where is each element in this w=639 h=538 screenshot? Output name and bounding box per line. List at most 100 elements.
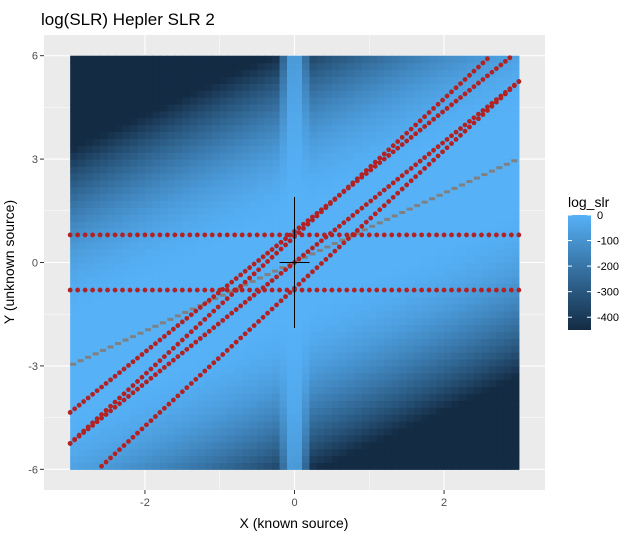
heatmap-cell xyxy=(159,228,168,236)
heatmap-cell xyxy=(369,276,378,284)
heatmap-cell xyxy=(309,448,318,457)
heatmap-cell xyxy=(234,172,243,181)
heatmap-cell xyxy=(346,414,355,422)
heatmap-cell xyxy=(391,90,400,98)
heatmap-cell xyxy=(257,90,266,98)
heatmap-cell xyxy=(451,331,460,339)
heatmap-cell xyxy=(421,186,430,195)
heatmap-cell xyxy=(100,400,109,408)
heatmap-cell xyxy=(137,83,146,91)
heatmap-cell xyxy=(391,345,400,353)
heatmap-cell xyxy=(339,55,348,64)
heatmap-cell xyxy=(309,317,318,326)
heatmap-cell xyxy=(182,69,191,77)
heatmap-cell xyxy=(92,124,101,133)
heatmap-cell xyxy=(70,124,79,133)
heatmap-cell xyxy=(503,193,512,202)
heatmap-cell xyxy=(429,207,438,215)
heatmap-cell xyxy=(503,248,512,257)
heatmap-cell xyxy=(391,97,400,105)
heatmap-cell xyxy=(444,352,453,360)
heatmap-cell xyxy=(496,110,505,119)
heatmap-cell xyxy=(451,427,460,436)
heatmap-cell xyxy=(421,455,430,464)
heatmap-cell xyxy=(122,131,131,140)
contour-point xyxy=(479,232,484,238)
contour-point xyxy=(395,190,401,196)
heatmap-cell xyxy=(399,255,408,264)
heatmap-cell xyxy=(481,76,490,84)
heatmap-cell xyxy=(287,372,296,381)
heatmap-cell xyxy=(331,200,340,208)
heatmap-cell xyxy=(287,55,296,64)
contour-point xyxy=(368,163,374,169)
heatmap-cell xyxy=(167,62,176,71)
heatmap-cell xyxy=(242,414,251,422)
heatmap-cell xyxy=(316,159,326,167)
heatmap-cell xyxy=(107,434,116,443)
heatmap-cell xyxy=(459,234,468,243)
heatmap-cell xyxy=(429,400,438,408)
heatmap-cell xyxy=(429,90,438,98)
heatmap-cell xyxy=(129,159,139,167)
heatmap-cell xyxy=(227,76,236,84)
heatmap-cell xyxy=(459,262,468,270)
heatmap-cell xyxy=(129,234,139,243)
heatmap-cell xyxy=(376,110,385,119)
heatmap-cell xyxy=(503,448,512,457)
heatmap-cell xyxy=(301,345,311,353)
heatmap-cell xyxy=(287,379,296,388)
contour-point xyxy=(390,194,396,200)
contour-point xyxy=(408,165,414,171)
heatmap-cell xyxy=(406,62,415,71)
heatmap-cell xyxy=(384,69,393,77)
contour-point xyxy=(97,287,103,293)
heatmap-cell xyxy=(339,303,348,312)
heatmap-cell xyxy=(204,434,213,443)
heatmap-cell xyxy=(503,97,512,105)
heatmap-cell xyxy=(429,138,438,146)
contour-point xyxy=(307,232,312,238)
heatmap-cell xyxy=(129,296,139,305)
heatmap-cell xyxy=(399,117,408,126)
heatmap-cell xyxy=(459,165,468,174)
heatmap-cell xyxy=(85,462,94,470)
heatmap-cell xyxy=(182,124,191,133)
heatmap-cell xyxy=(481,90,490,98)
heatmap-cell xyxy=(346,193,355,202)
contour-point xyxy=(485,108,490,113)
heatmap-cell xyxy=(264,186,273,195)
contour-point xyxy=(126,362,131,368)
heatmap-cell xyxy=(436,269,445,277)
y-tick-label: 3 xyxy=(32,154,38,166)
heatmap-cell xyxy=(473,234,483,243)
heatmap-cell xyxy=(227,448,236,457)
heatmap-cell xyxy=(436,365,445,374)
heatmap-cell xyxy=(459,193,468,202)
heatmap-cell xyxy=(309,200,318,208)
heatmap-cell xyxy=(212,234,221,243)
contour-point xyxy=(462,77,468,82)
y-tick-label: 6 xyxy=(32,51,38,63)
heatmap-cell xyxy=(301,441,311,450)
heatmap-cell xyxy=(354,255,363,264)
contour-point xyxy=(139,352,145,357)
heatmap-cell xyxy=(429,234,438,243)
contour-point xyxy=(269,247,275,252)
heatmap-cell xyxy=(197,386,206,395)
contour-point xyxy=(327,200,333,205)
heatmap-cell xyxy=(361,234,370,243)
heatmap-cell xyxy=(481,400,490,408)
heatmap-cell xyxy=(249,145,258,153)
heatmap-cell xyxy=(301,159,311,167)
heatmap-cell xyxy=(391,55,400,64)
heatmap-cell xyxy=(444,407,453,415)
heatmap-cell xyxy=(189,296,198,305)
heatmap-cell xyxy=(100,290,109,298)
heatmap-cell xyxy=(339,365,348,374)
heatmap-cell xyxy=(249,172,258,181)
heatmap-cell xyxy=(399,179,408,188)
heatmap-cell xyxy=(152,186,161,195)
heatmap-cell xyxy=(219,386,228,395)
heatmap-cell xyxy=(511,427,520,436)
